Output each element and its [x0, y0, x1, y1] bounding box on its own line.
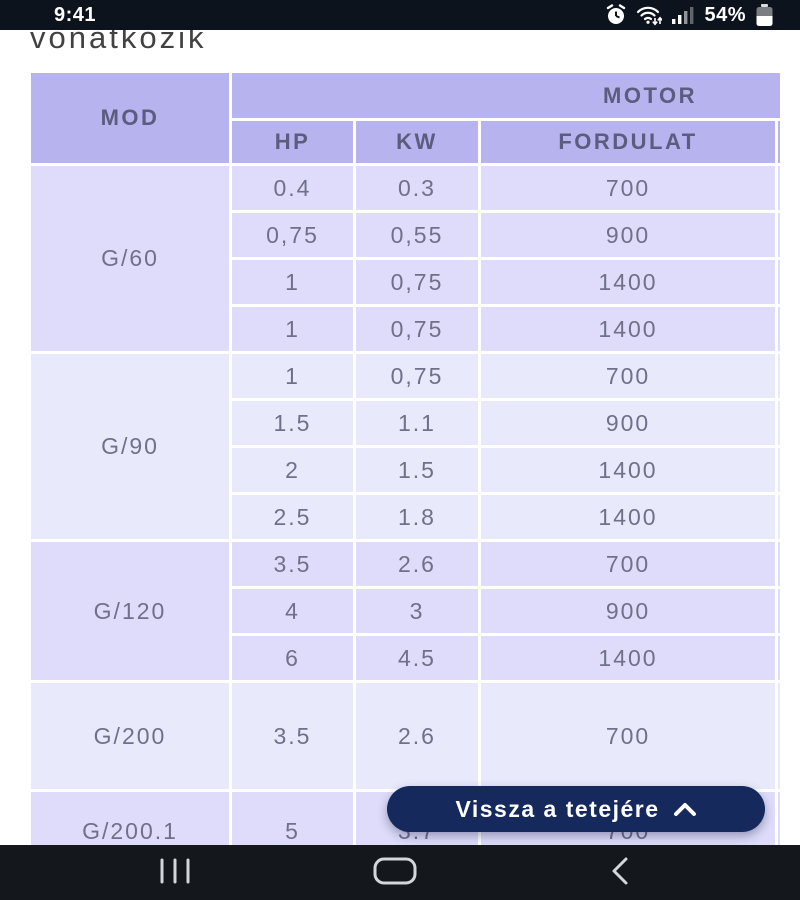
cell-hp: 3.5	[232, 683, 353, 789]
header-mod: MOD	[31, 73, 229, 163]
cell-kw: 2.6	[356, 542, 478, 586]
cell-hp: 2.5	[232, 495, 353, 539]
cell-model: G/60	[31, 166, 229, 351]
table-row: 0,75 0,55 900	[31, 213, 780, 257]
status-bar: 9:41	[0, 0, 800, 30]
table-row: G/90 1 0,75 700	[31, 354, 780, 539]
cell-clipped	[778, 792, 780, 870]
table-row: G/200 3.5 2.6 700	[31, 683, 780, 789]
cell-fordulat: 700	[481, 542, 775, 586]
cell-clipped	[778, 636, 780, 680]
back-button[interactable]	[560, 845, 680, 900]
cell-hp: 4	[232, 589, 353, 633]
cell-clipped	[778, 495, 780, 539]
battery-percent: 54%	[704, 3, 746, 26]
cell-clipped	[778, 166, 780, 210]
chevron-up-icon	[673, 796, 697, 823]
alarm-icon	[605, 4, 627, 26]
group-g60: G/60 0.4 0.3 700 0,75 0,55 900 1 0,75 14…	[31, 166, 780, 351]
cell-kw: 0,75	[356, 260, 478, 304]
cell-hp: 3.5	[232, 542, 353, 586]
group-g90: G/90 1 0,75 700 1.5 1.1 900 2 1.5 1400	[31, 354, 780, 539]
cell-fordulat: 1400	[481, 260, 775, 304]
table-row: 1 0,75 1400	[31, 307, 780, 351]
table-row: G/60 0.4 0.3 700	[31, 166, 780, 351]
cell-clipped	[778, 354, 780, 398]
cell-kw: 2.6	[356, 683, 478, 789]
header-hp: HP	[232, 121, 353, 163]
cell-kw: 0.3	[356, 166, 478, 210]
cell-kw: 4.5	[356, 636, 478, 680]
back-to-top-button[interactable]: Vissza a tetejére	[387, 786, 765, 832]
cell-fordulat: 900	[481, 589, 775, 633]
cell-hp: 1	[232, 260, 353, 304]
back-icon	[610, 856, 630, 889]
table-viewport: MOD MOTOR HP KW FORDULAT G/60 0.4 0.3 70…	[28, 70, 780, 870]
cell-hp: 1	[232, 307, 353, 351]
cell-fordulat: 900	[481, 213, 775, 257]
group-g200: G/200 3.5 2.6 700	[31, 683, 780, 789]
cell-kw: 0,75	[356, 354, 478, 398]
cell-clipped	[778, 401, 780, 445]
wifi-icon	[636, 4, 663, 26]
battery-icon	[755, 3, 774, 27]
table-row: 2 1.5 1400	[31, 448, 780, 492]
cell-fordulat: 1400	[481, 495, 775, 539]
cell-kw: 1.8	[356, 495, 478, 539]
cell-clipped	[778, 307, 780, 351]
cell-fordulat: 1400	[481, 448, 775, 492]
motor-spec-table: MOD MOTOR HP KW FORDULAT G/60 0.4 0.3 70…	[28, 70, 780, 870]
back-to-top-label: Vissza a tetejére	[455, 795, 660, 822]
cell-hp: 1	[232, 354, 353, 398]
cell-clipped	[778, 260, 780, 304]
header-clipped	[778, 121, 780, 163]
home-icon	[373, 857, 417, 888]
table-row: G/120 3.5 2.6 700	[31, 542, 780, 680]
header-kw: KW	[356, 121, 478, 163]
cell-hp: 0,75	[232, 213, 353, 257]
cell-hp: 6	[232, 636, 353, 680]
cell-model: G/90	[31, 354, 229, 539]
cell-kw: 1.1	[356, 401, 478, 445]
cell-kw: 0,75	[356, 307, 478, 351]
header-motor: MOTOR	[232, 73, 780, 118]
recents-icon	[158, 858, 192, 887]
cell-clipped	[778, 589, 780, 633]
cell-kw: 0,55	[356, 213, 478, 257]
cell-clipped	[778, 448, 780, 492]
recents-button[interactable]	[115, 845, 235, 900]
cell-fordulat: 700	[481, 683, 775, 789]
cell-clipped	[778, 683, 780, 789]
cell-hp: 0.4	[232, 166, 353, 210]
cell-kw: 3	[356, 589, 478, 633]
cell-clipped	[778, 542, 780, 586]
cell-hp: 2	[232, 448, 353, 492]
cell-fordulat: 700	[481, 354, 775, 398]
cell-fordulat: 700	[481, 166, 775, 210]
home-button[interactable]	[335, 845, 455, 900]
table-row: 2.5 1.8 1400	[31, 495, 780, 539]
cell-hp: 1.5	[232, 401, 353, 445]
cell-model: G/120	[31, 542, 229, 680]
group-g120: G/120 3.5 2.6 700 4 3 900 6 4.5 1400	[31, 542, 780, 680]
cell-kw: 1.5	[356, 448, 478, 492]
cell-fordulat: 1400	[481, 636, 775, 680]
clock-time: 9:41	[54, 3, 97, 26]
table-row: 1 0,75 1400	[31, 260, 780, 304]
table-row: 4 3 900	[31, 589, 780, 633]
table-row: 1.5 1.1 900	[31, 401, 780, 445]
cell-model: G/200	[31, 683, 229, 789]
cell-fordulat: 1400	[481, 307, 775, 351]
cell-clipped	[778, 213, 780, 257]
nav-bar	[0, 845, 800, 900]
header-fordulat: FORDULAT	[481, 121, 775, 163]
signal-icon	[671, 4, 695, 26]
cell-fordulat: 900	[481, 401, 775, 445]
table-row: 6 4.5 1400	[31, 636, 780, 680]
